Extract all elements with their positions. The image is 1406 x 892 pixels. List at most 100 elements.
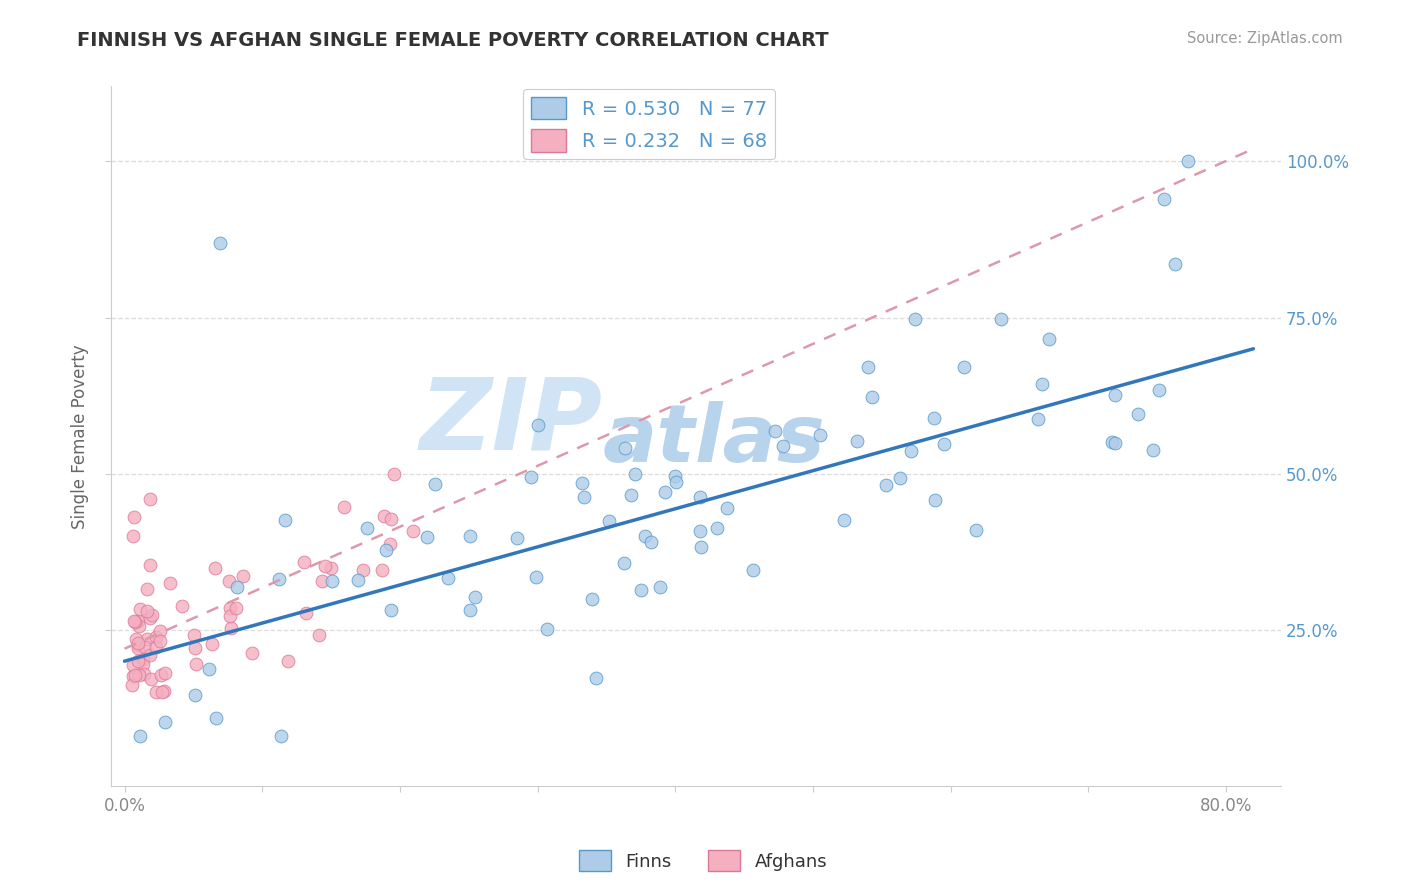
Point [149, 633, 172, 648]
Point [875, 478, 897, 492]
Point [380, 603, 402, 617]
Point [153, 684, 176, 698]
Point [170, 599, 193, 613]
Point [371, 563, 394, 577]
Point [274, 513, 297, 527]
Point [221, 621, 243, 635]
Point [613, 556, 636, 570]
Point [648, 580, 671, 594]
Point [832, 513, 855, 527]
Point [145, 685, 167, 699]
Point [664, 469, 686, 483]
Point [150, 685, 173, 699]
Point [314, 559, 336, 574]
Point [380, 536, 402, 550]
Point [159, 576, 181, 591]
Point [139, 648, 162, 663]
Text: ZIP: ZIP [419, 374, 602, 471]
Point [124, 615, 146, 629]
Point [932, 437, 955, 451]
Point [952, 360, 974, 375]
Point [128, 668, 150, 682]
Point [292, 555, 315, 569]
Point [332, 500, 354, 514]
Point [321, 561, 343, 575]
Point [141, 673, 163, 687]
Point [506, 531, 529, 545]
Point [132, 667, 155, 681]
Point [1101, 434, 1123, 449]
Point [321, 574, 343, 588]
Point [1177, 154, 1199, 169]
Point [423, 477, 446, 491]
Point [218, 574, 240, 588]
Point [122, 510, 145, 524]
Point [380, 512, 402, 526]
Text: Source: ZipAtlas.com: Source: ZipAtlas.com [1187, 31, 1343, 46]
Point [127, 636, 149, 650]
Y-axis label: Single Female Poverty: Single Female Poverty [72, 344, 89, 529]
Point [527, 417, 550, 432]
Point [269, 572, 291, 586]
Point [184, 657, 207, 671]
Point [620, 488, 643, 502]
Point [347, 573, 370, 587]
Point [598, 514, 620, 528]
Point [613, 442, 636, 456]
Point [772, 439, 794, 453]
Point [1104, 435, 1126, 450]
Point [141, 607, 163, 622]
Point [232, 568, 254, 582]
Point [856, 360, 879, 375]
Point [198, 662, 221, 676]
Point [464, 590, 486, 604]
Point [136, 582, 159, 596]
Legend: R = 0.530   N = 77, R = 0.232   N = 68: R = 0.530 N = 77, R = 0.232 N = 68 [523, 89, 775, 160]
Point [356, 521, 378, 535]
Point [136, 604, 159, 618]
Point [889, 471, 911, 485]
Point [624, 467, 647, 481]
Point [458, 603, 481, 617]
Point [373, 508, 395, 523]
Point [845, 434, 868, 449]
Point [149, 624, 172, 638]
Point [122, 614, 145, 628]
Point [382, 467, 405, 481]
Text: atlas: atlas [602, 401, 825, 479]
Point [308, 628, 330, 642]
Point [127, 654, 149, 668]
Point [204, 561, 226, 575]
Point [763, 424, 786, 438]
Point [184, 688, 207, 702]
Point [571, 475, 593, 490]
Point [1031, 377, 1053, 392]
Point [1038, 332, 1060, 346]
Point [204, 711, 226, 725]
Point [145, 640, 167, 654]
Point [121, 678, 143, 692]
Point [689, 490, 711, 504]
Point [183, 628, 205, 642]
Point [277, 654, 299, 668]
Point [132, 657, 155, 672]
Point [240, 646, 263, 660]
Point [121, 529, 143, 543]
Point [900, 444, 922, 458]
Point [374, 542, 396, 557]
Point [1147, 384, 1170, 398]
Point [402, 524, 425, 538]
Point [153, 714, 176, 729]
Point [311, 574, 333, 588]
Point [415, 530, 437, 544]
Point [458, 528, 481, 542]
Point [904, 312, 927, 326]
Point [634, 529, 657, 543]
Point [572, 490, 595, 504]
Point [922, 411, 945, 425]
Point [520, 470, 543, 484]
Point [218, 609, 240, 624]
Point [1153, 192, 1175, 206]
Point [689, 524, 711, 539]
Point [128, 619, 150, 633]
